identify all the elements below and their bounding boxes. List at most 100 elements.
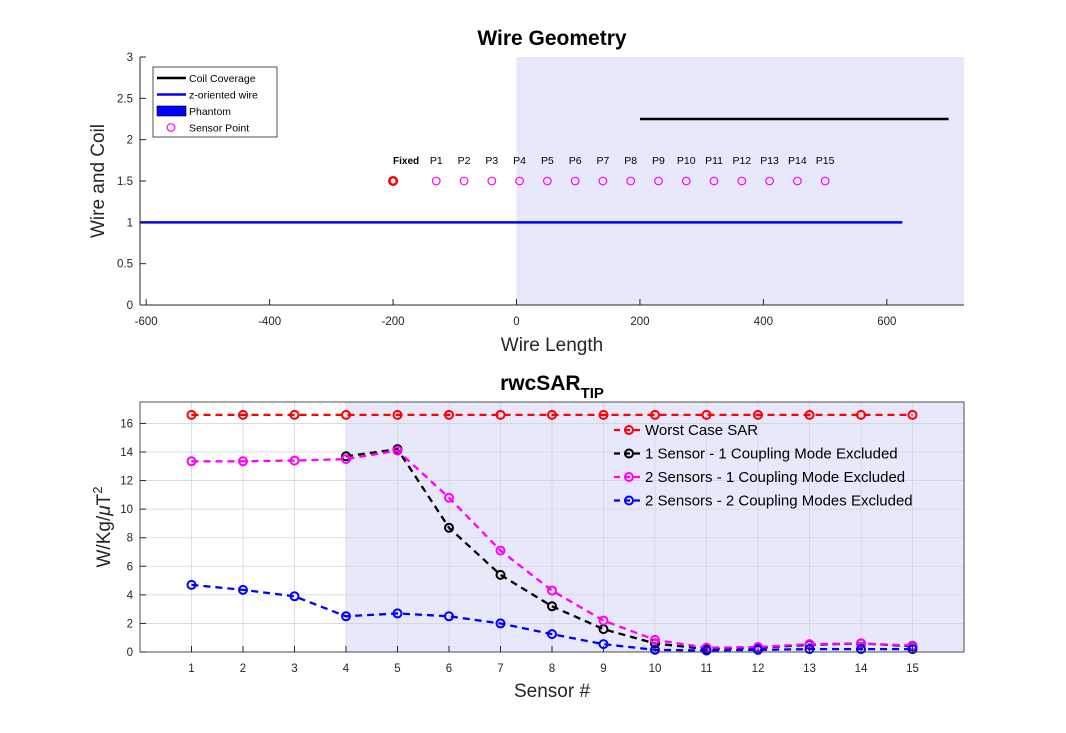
y-tick-label: 0 (127, 300, 133, 312)
sensor-point-p14 (792, 176, 802, 186)
series-4-point (186, 579, 197, 590)
x-tick-label: 13 (803, 663, 816, 675)
series-3-point (547, 585, 557, 596)
legend-label: 2 Sensors - 1 Coupling Mode Excluded (645, 469, 905, 486)
series-4-point (856, 644, 866, 655)
sensor-point-p12 (737, 176, 747, 186)
fixed-sensor-label: Fixed (393, 156, 419, 167)
x-tick-label: 5 (394, 663, 400, 675)
sensor-label-p3: P3 (485, 155, 498, 167)
x-tick-label: 600 (877, 316, 896, 328)
wire-geometry-legend: Coil Coverage z-oriented wire Phantom Senso… (152, 66, 278, 138)
legend-label: 2 Sensors - 2 Coupling Modes Excluded (645, 493, 913, 510)
x-tick-label: 14 (855, 663, 868, 675)
rwcsar-ylabel-unit: T (94, 493, 115, 505)
x-tick-label: 200 (630, 316, 649, 328)
sensor-point-p10 (681, 176, 691, 186)
y-tick-label: 2.5 (117, 93, 133, 105)
series-3-point (495, 545, 506, 556)
rwcsar-legend: Worst Case SAR 1 Sensor - 1 Coupling Mode… (614, 422, 913, 510)
series-4-point (392, 608, 403, 619)
sensor-label-p1: P1 (430, 155, 443, 167)
series-1-point (392, 409, 403, 420)
sensor-point-p1 (431, 176, 441, 186)
sensor-label-p6: P6 (569, 155, 582, 167)
x-tick-label: 3 (291, 663, 297, 675)
sensor-label-p10: P10 (677, 155, 696, 167)
legend-label: Phantom (189, 106, 231, 118)
sensor-point-p2 (459, 176, 469, 186)
y-tick-label: 4 (127, 590, 134, 602)
sensor-label-p14: P14 (788, 155, 807, 167)
y-tick-label: 0.5 (117, 259, 133, 271)
series-1-point (547, 409, 557, 420)
series-1-point (701, 409, 712, 420)
sensor-label-p2: P2 (458, 155, 471, 167)
legend-swatch-marker (624, 425, 634, 435)
sensor-point-p5 (542, 176, 552, 186)
rwcsar-ylabel-main: W/Kg/ (94, 515, 115, 567)
sensor-point-p4 (515, 176, 524, 186)
x-tick-label: -600 (135, 316, 158, 328)
x-tick-label: 9 (600, 663, 606, 675)
x-tick-label: 400 (754, 316, 773, 328)
y-tick-label: 2 (127, 618, 133, 630)
series-3-point (289, 455, 300, 466)
series-4-point (804, 644, 815, 655)
sensor-label-p4: P4 (513, 155, 526, 167)
rwcsar-title-sub: TIP (581, 385, 604, 402)
sensor-point-p7 (598, 176, 608, 186)
y-tick-label: 1.5 (117, 176, 133, 188)
series-4-point (495, 618, 506, 629)
rwcsar-title-main: rwcSAR (500, 372, 581, 395)
series-3-point (392, 445, 403, 456)
rwcsar-ylabel-mu: μ (94, 505, 115, 517)
series-1-point (495, 409, 506, 420)
series-3-point (238, 456, 248, 467)
series-1-point (289, 409, 300, 420)
series-4-point (650, 644, 660, 655)
series-4-line (191, 583, 913, 652)
legend-label: 1 Sensor - 1 Coupling Mode Excluded (645, 446, 898, 463)
wire-geometry-xlabel: Wire Length (501, 335, 603, 356)
series-2-point (495, 569, 506, 580)
y-tick-label: 8 (127, 533, 133, 545)
x-tick-label: 2 (240, 663, 246, 675)
series-4-point (547, 629, 557, 640)
series-4-point (907, 644, 918, 655)
series-3-point (650, 634, 660, 645)
legend-swatch-marker (166, 123, 176, 132)
y-tick-label: 3 (127, 52, 133, 64)
series-4-point (238, 584, 248, 595)
fixed-sensor-point (388, 175, 399, 187)
series-4-point (444, 611, 454, 622)
x-tick-label: 4 (343, 663, 350, 675)
series-1-point (753, 409, 763, 420)
sensor-label-p11: P11 (705, 155, 723, 167)
series-3-point (444, 492, 454, 503)
sensor-point-p9 (654, 176, 663, 186)
series-1-point (186, 409, 197, 420)
sensor-label-p9: P9 (652, 155, 665, 167)
y-tick-label: 6 (127, 561, 133, 573)
x-tick-label: 1 (188, 663, 194, 675)
series-3-point (186, 456, 197, 467)
rwcsar-ylabel: W/Kg/μT2 (90, 487, 115, 568)
series-1-point (341, 409, 351, 420)
x-tick-label: 15 (906, 663, 919, 675)
series-1-point (238, 409, 248, 420)
series-3-point (598, 615, 609, 626)
legend-label: Sensor Point (189, 123, 249, 135)
sensor-label-p13: P13 (760, 155, 779, 167)
legend-swatch-patch (156, 105, 187, 117)
y-tick-label: 1 (127, 217, 133, 229)
x-tick-label: 0 (513, 316, 519, 328)
wire-geometry-marks: Fixed P1 P2 P3 P4 P5 P6 P7 P8 P9 P10 P11 P12 P13 P14 P1… (140, 117, 949, 224)
sensor-label-p15: P15 (816, 155, 835, 167)
y-tick-label: 12 (120, 476, 133, 488)
x-tick-label: 10 (649, 663, 662, 675)
y-tick-label: 14 (120, 447, 133, 459)
legend-swatch-marker (624, 495, 634, 506)
series-2-point (444, 522, 454, 533)
